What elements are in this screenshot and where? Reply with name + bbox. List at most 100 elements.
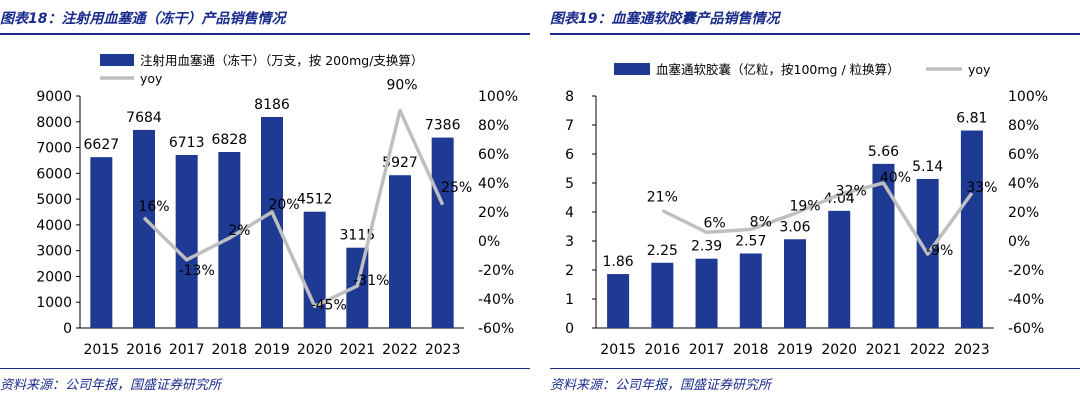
x-tick-label: 2017: [689, 342, 725, 358]
yoy-value-label: 21%: [647, 190, 678, 206]
y2-tick-label: 40%: [1008, 176, 1039, 192]
yoy-value-label: 40%: [880, 170, 911, 186]
bar-value-label: 8186: [254, 97, 290, 113]
bar-value-label: 3.06: [779, 219, 810, 235]
legend-line-label: yoy: [968, 62, 991, 77]
yoy-line: [661, 181, 974, 256]
y-tick-label: 0: [565, 321, 574, 337]
legend-bar-label: 血塞通软胶囊（亿粒，按100mg / 粒换算）: [656, 62, 900, 77]
y2-tick-label: 80%: [1008, 118, 1039, 134]
y-tick-label: 4: [565, 205, 574, 221]
y-tick-label: 8000: [36, 115, 72, 131]
y-tick-label: 6000: [36, 166, 72, 182]
y2-tick-label: -40%: [1008, 292, 1044, 308]
y2-tick-label: 80%: [478, 118, 509, 134]
chart-panel-injection: 图表18：注射用血塞通（冻干）产品销售情况 0 1000 2000 3000 4000 5…: [0, 0, 530, 400]
bar-value-label: 2.25: [647, 243, 678, 259]
x-tick-label: 2018: [733, 342, 769, 358]
bar-value-label: 2.39: [691, 239, 722, 255]
bar-value-label: 5927: [382, 155, 418, 171]
y2-tick-label: -40%: [478, 292, 514, 308]
bar-value-label: 4512: [297, 192, 333, 208]
bar-2015: [607, 274, 630, 328]
bar-value-label: 5.66: [868, 144, 899, 160]
figure-title: 图表18：注射用血塞通（冻干）产品销售情况: [0, 11, 286, 27]
bar-value-label: 7684: [126, 110, 162, 126]
y2-tick-label: -60%: [1008, 321, 1044, 337]
yoy-value-label: 33%: [966, 180, 997, 196]
x-tick-label: 2023: [954, 342, 990, 358]
source-rule: [550, 368, 1080, 369]
y-tick-label: 2000: [36, 269, 72, 285]
bar-line-chart-capsule: 0 1 2 3 4 5 6 7 8 -60% -40% -20% 0% 20% 40% 60% 80% 100% 1…: [565, 62, 1048, 358]
legend-bar-swatch: [100, 54, 134, 66]
bar-line-chart-injection: 0 1000 2000 3000 4000 5000 6000 7000 8000 9000 -60…: [36, 53, 518, 358]
title-rule: [0, 33, 530, 35]
x-tick-label: 2023: [425, 342, 461, 358]
y2-tick-label: -20%: [478, 263, 514, 279]
y-tick-label: 8: [565, 89, 574, 105]
yoy-value-label: -31%: [353, 273, 389, 289]
legend-bar-swatch: [614, 63, 650, 75]
x-tick-label: 2019: [254, 342, 290, 358]
y2-tick-label: 20%: [478, 205, 509, 221]
y2-tick-label: 60%: [1008, 147, 1039, 163]
bar-2016: [651, 262, 674, 328]
y2-tick-label: -20%: [1008, 263, 1044, 279]
bar-2022: [389, 175, 411, 328]
source-note: 资料来源：公司年报，国盛证券研究所: [550, 378, 772, 393]
bar-2020: [828, 210, 851, 328]
x-tick-label: 2021: [340, 342, 376, 358]
x-tick-label: 2015: [84, 342, 120, 358]
x-tick-label: 2018: [212, 342, 248, 358]
yoy-value-label: -13%: [179, 263, 215, 279]
yoy-value-label: 25%: [441, 180, 472, 196]
bar-2019: [784, 239, 806, 328]
yoy-value-label: -9%: [926, 243, 953, 259]
bar-2017: [175, 154, 198, 328]
bar-value-label: 6627: [84, 137, 120, 153]
y-tick-label: 9000: [36, 89, 72, 105]
y2-tick-label: 0%: [1008, 234, 1030, 250]
yoy-value-label: -45%: [311, 297, 347, 313]
bar-2020: [303, 211, 326, 328]
y-tick-label: 6: [565, 147, 574, 163]
bar-value-label: 5.14: [912, 159, 943, 175]
yoy-value-label: 19%: [789, 198, 820, 214]
y2-tick-label: 100%: [478, 89, 518, 105]
legend-line-label: yoy: [140, 71, 163, 86]
y-tick-label: 7000: [36, 141, 72, 157]
y-tick-label: 4000: [36, 218, 72, 234]
yoy-value-label: 32%: [836, 184, 867, 200]
bar-value-label: 1.86: [603, 254, 634, 270]
x-tick-label: 2022: [382, 342, 418, 358]
y-tick-label: 2: [565, 263, 574, 279]
x-tick-label: 2021: [866, 342, 902, 358]
y2-tick-label: 40%: [478, 176, 509, 192]
y2-tick-label: 100%: [1008, 89, 1048, 105]
yoy-value-label: 90%: [386, 78, 417, 94]
y2-tick-label: 60%: [478, 147, 509, 163]
y-tick-label: 5000: [36, 192, 72, 208]
bar-2021: [872, 163, 895, 328]
bar-2023: [960, 130, 983, 328]
bar-value-label: 3115: [340, 228, 376, 244]
y-tick-label: 1000: [36, 295, 72, 311]
figure-title: 图表19：血塞通软胶囊产品销售情况: [550, 11, 780, 27]
yoy-value-label: 6%: [703, 215, 725, 231]
bar-2023: [431, 137, 454, 328]
bar-value-label: 6.81: [956, 111, 987, 127]
x-tick-label: 2019: [777, 342, 813, 358]
yoy-value-label: 16%: [138, 199, 169, 215]
bar-value-label: 4.04: [824, 191, 855, 207]
y-tick-label: 1: [565, 292, 574, 308]
y-tick-label: 3000: [36, 244, 72, 260]
x-tick-label: 2016: [126, 342, 162, 358]
bar-2018: [739, 253, 762, 328]
legend-bar-label: 注射用血塞通（冻干）（万支，按 200mg/支换算）: [140, 53, 423, 68]
y-tick-label: 0: [63, 321, 72, 337]
bar-2015: [90, 157, 113, 328]
x-tick-label: 2017: [169, 342, 205, 358]
source-note: 资料来源：公司年报，国盛证券研究所: [0, 378, 222, 393]
yoy-line: [142, 108, 445, 308]
